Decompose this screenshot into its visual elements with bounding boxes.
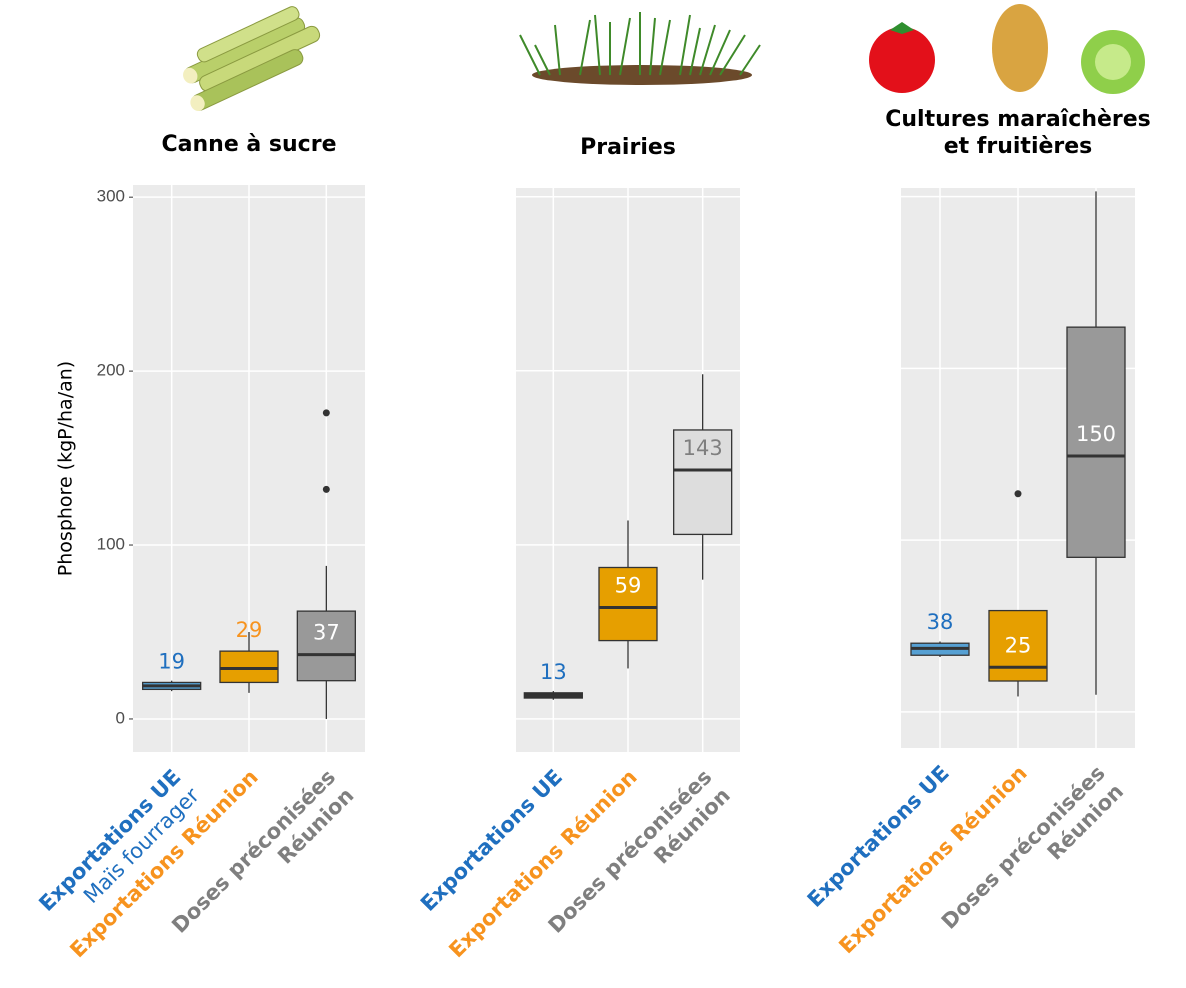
x-tick-label: Exportations UE [416, 765, 567, 916]
outlier [322, 409, 330, 417]
box-label: 143 [683, 436, 723, 460]
y-tick-label: 100 [97, 535, 125, 554]
box-label: 59 [615, 574, 642, 598]
x-tick-label: Doses préconisées [937, 761, 1110, 934]
box-label: 25 [1005, 633, 1032, 657]
y-tick-label: 200 [97, 361, 125, 380]
box-label: 150 [1076, 422, 1116, 446]
sugarcane-icon [183, 6, 321, 111]
x-tick-label: Exportations UE [803, 761, 954, 912]
box [673, 429, 733, 536]
panel-title: Canne à sucre [162, 132, 337, 157]
y-tick-label: 300 [97, 187, 125, 206]
box [219, 650, 279, 684]
box-label: 37 [313, 621, 340, 645]
box [988, 609, 1048, 682]
panel-title: Cultures maraîchères [885, 107, 1151, 132]
grass-icon [519, 12, 761, 85]
box [296, 610, 356, 682]
y-tick-label: 0 [116, 708, 125, 727]
box [1066, 326, 1126, 558]
box-label: 29 [236, 618, 263, 642]
panel-title: Prairies [580, 135, 676, 160]
y-axis-label: Phosphore (kgP/ha/an) [55, 361, 77, 576]
outlier [1014, 490, 1022, 498]
box-label: 38 [927, 610, 954, 634]
outlier [322, 485, 330, 493]
panel-title: et fruitières [944, 134, 1093, 159]
box [598, 566, 658, 642]
box-label: 13 [540, 660, 567, 684]
vegetables-icon [869, 4, 1145, 94]
box-label: 19 [158, 649, 185, 673]
